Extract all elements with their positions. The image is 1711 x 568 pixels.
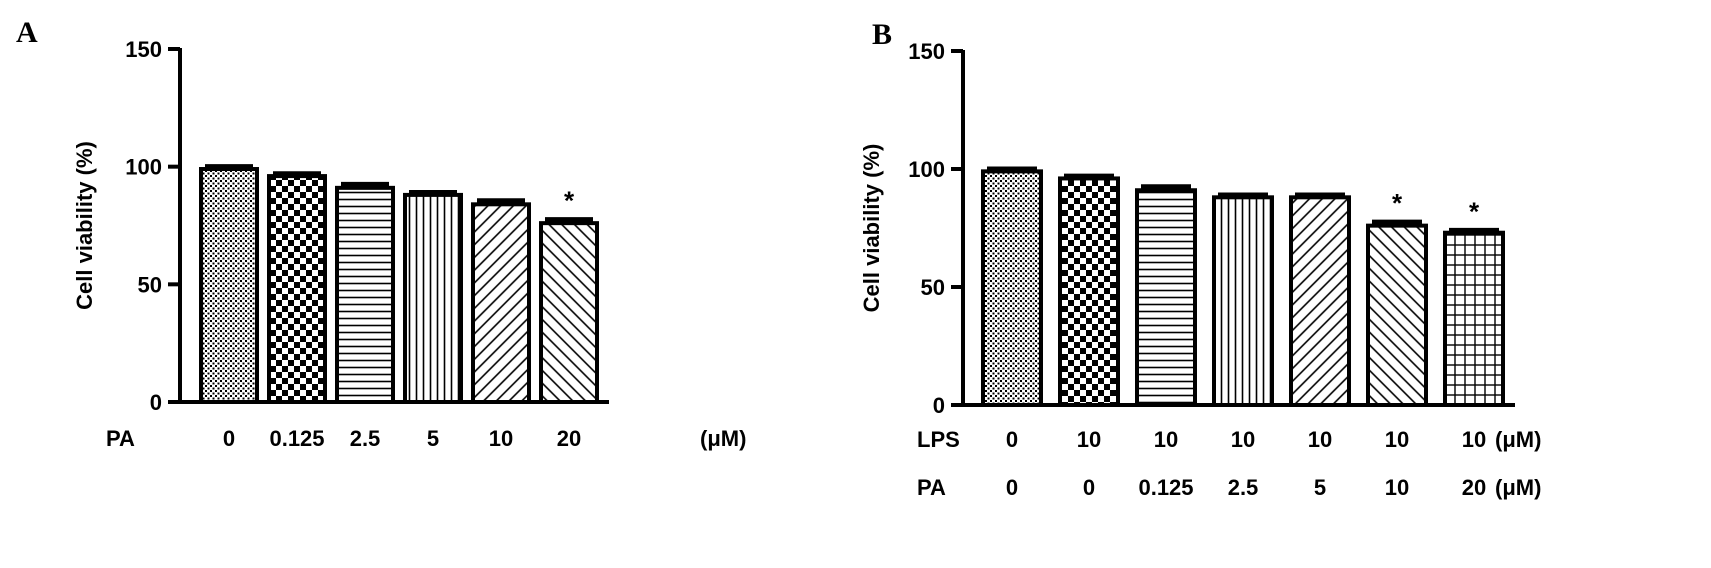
bar xyxy=(403,192,463,404)
x-tick-label: 2.5 xyxy=(350,426,381,451)
row-label: LPS xyxy=(917,427,960,452)
bar xyxy=(1289,195,1351,407)
x-tick-label: 10 xyxy=(1077,427,1101,452)
y-tick-label: 150 xyxy=(125,37,162,62)
panel-letter-a: A xyxy=(16,16,38,49)
x-tick-label: 10 xyxy=(1385,475,1409,500)
unit-label: (μM) xyxy=(1495,475,1541,500)
y-tick-label: 50 xyxy=(138,272,162,297)
y-axis-label: Cell viability (%) xyxy=(72,141,97,310)
bar xyxy=(539,221,599,404)
x-tick-label: 10 xyxy=(1308,427,1332,452)
bar xyxy=(1366,223,1428,407)
unit-label: (μM) xyxy=(1495,427,1541,452)
x-tick-label: 10 xyxy=(1462,427,1486,452)
x-tick-label: 0 xyxy=(1083,475,1095,500)
x-tick-label: 10 xyxy=(1154,427,1178,452)
x-tick-label: 0 xyxy=(223,426,235,451)
y-tick-label: 50 xyxy=(921,275,945,300)
bar xyxy=(267,174,327,404)
bar xyxy=(471,202,531,404)
significance-marker: * xyxy=(1469,196,1480,226)
x-tick-label: 5 xyxy=(427,426,439,451)
x-tick-label: 0 xyxy=(1006,475,1018,500)
x-tick-label: 20 xyxy=(1462,475,1486,500)
bar xyxy=(981,169,1043,407)
y-tick-label: 100 xyxy=(908,157,945,182)
significance-marker: * xyxy=(564,186,575,216)
x-tick-label: 20 xyxy=(557,426,581,451)
bar xyxy=(1058,176,1120,407)
x-tick-label: 2.5 xyxy=(1228,475,1259,500)
bar xyxy=(1135,188,1197,407)
panel-letter-b: B xyxy=(872,18,892,51)
x-tick-label: 0 xyxy=(1006,427,1018,452)
x-tick-label: 10 xyxy=(1231,427,1255,452)
x-tick-label: 10 xyxy=(489,426,513,451)
y-tick-label: 150 xyxy=(908,39,945,64)
bar xyxy=(199,167,259,404)
row-label: PA xyxy=(917,475,946,500)
bar xyxy=(1212,195,1274,407)
x-tick-label: 5 xyxy=(1314,475,1326,500)
y-tick-label: 0 xyxy=(933,393,945,418)
y-tick-label: 100 xyxy=(125,155,162,180)
significance-marker: * xyxy=(1392,188,1403,218)
y-tick-label: 0 xyxy=(150,390,162,415)
chart-panel-a: * 0 50 100 150 Cell viability (%) PA 0 0.125 2.5 5… xyxy=(72,37,746,451)
x-tick-label: 0.125 xyxy=(269,426,324,451)
x-tick-label: 10 xyxy=(1385,427,1409,452)
unit-label: (μM) xyxy=(700,426,746,451)
row-label: PA xyxy=(106,426,135,451)
bar xyxy=(1443,230,1505,407)
bar xyxy=(335,185,395,404)
y-axis-label: Cell viability (%) xyxy=(859,144,884,313)
x-tick-label: 0.125 xyxy=(1138,475,1193,500)
